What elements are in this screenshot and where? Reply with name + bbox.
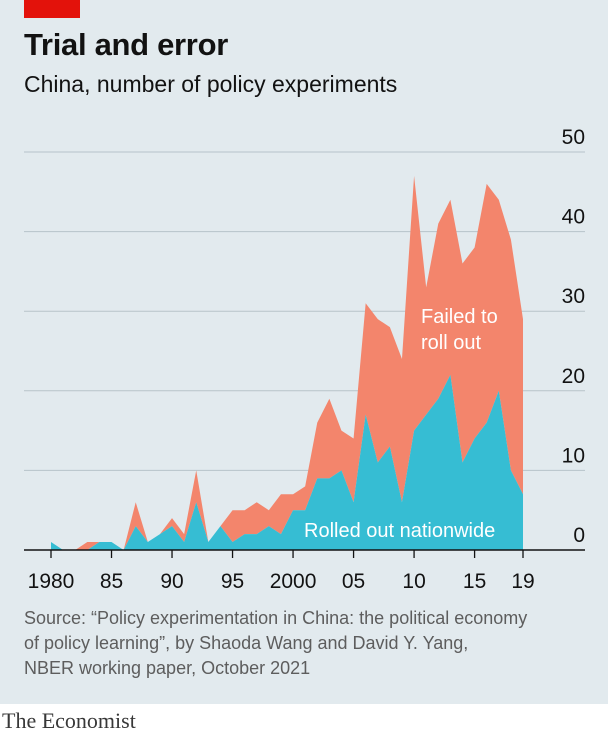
source-line: Source: “Policy experimentation in China… — [24, 608, 528, 628]
policy-experiments-area-chart: 0 10 20 30 40 50 1980 85 90 95 2000 05 10 15 19 Faile… — [24, 126, 585, 593]
rolled-out-nationwide-area — [51, 374, 523, 550]
chart-title: Trial and error — [24, 27, 228, 62]
y-tick-label: 50 — [562, 126, 585, 149]
x-tick-label: 90 — [160, 570, 183, 593]
y-tick-label: 20 — [562, 365, 585, 388]
x-tick-label: 1980 — [28, 570, 75, 593]
source-line: of policy learning”, by Shaoda Wang and … — [24, 633, 469, 653]
x-tick-label: 2000 — [270, 570, 317, 593]
chart-subtitle: China, number of policy experiments — [24, 71, 398, 97]
y-axis-ticks: 0 10 20 30 40 50 — [562, 126, 585, 547]
economist-logo-text: The Economist — [2, 708, 136, 733]
x-tick-label: 95 — [221, 570, 244, 593]
failed-to-roll-out-label: roll out — [421, 332, 481, 354]
y-tick-label: 0 — [573, 524, 585, 547]
source-line: NBER working paper, October 2021 — [24, 658, 311, 678]
y-tick-label: 10 — [562, 444, 585, 467]
x-tick-label: 85 — [100, 570, 123, 593]
failed-to-roll-out-area — [51, 175, 523, 550]
x-axis-ticks: 1980 85 90 95 2000 05 10 15 19 — [28, 550, 535, 593]
x-tick-label: 05 — [342, 570, 365, 593]
brand-accent-tag — [24, 0, 80, 18]
chart-panel: Trial and error China, number of policy … — [0, 0, 608, 704]
failed-to-roll-out-label: Failed to — [421, 306, 498, 328]
y-tick-label: 40 — [562, 206, 585, 229]
x-tick-label: 19 — [511, 570, 534, 593]
area-annotations: Failed to roll out Rolled out nationwide — [304, 306, 498, 542]
stacked-areas — [51, 175, 523, 550]
x-tick-label: 15 — [463, 570, 486, 593]
x-tick-label: 10 — [402, 570, 425, 593]
source-note: Source: “Policy experimentation in China… — [24, 606, 594, 681]
rolled-out-nationwide-label: Rolled out nationwide — [304, 520, 495, 542]
y-tick-label: 30 — [562, 285, 585, 308]
